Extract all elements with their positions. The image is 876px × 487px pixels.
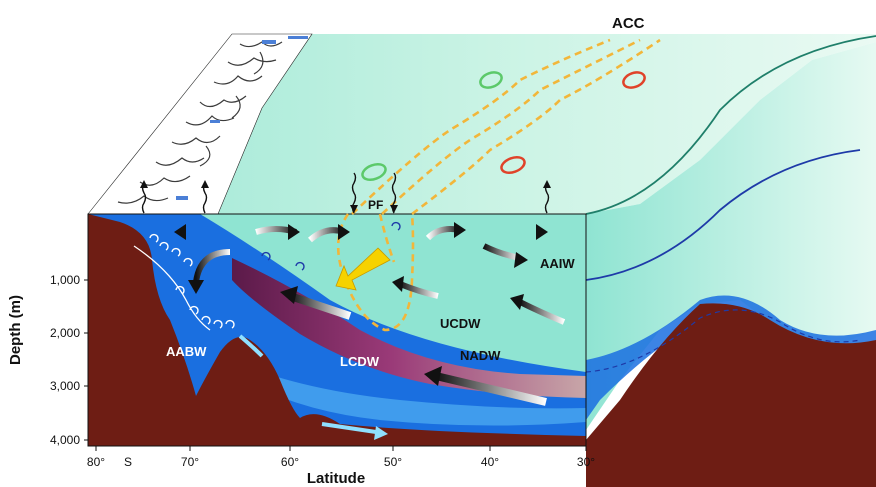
x-axis <box>95 446 587 451</box>
label-pf: PF <box>368 198 383 212</box>
x-tick-30: 30° <box>577 455 595 469</box>
polar-front-dashes <box>336 38 661 332</box>
y-tick-3000: 3,000 <box>50 379 80 393</box>
deep-flow-arrows <box>280 243 566 406</box>
eddy-red-upper <box>622 71 646 89</box>
flux-arrowheads <box>140 180 551 213</box>
light-deep-band <box>230 360 586 426</box>
y-tick-1000: 1,000 <box>50 273 80 287</box>
side-face-floor <box>586 303 876 487</box>
sinking-arrow <box>193 249 231 283</box>
y-axis <box>84 279 88 441</box>
aabw-white-line <box>133 245 211 331</box>
eddy-green-upper <box>479 71 503 89</box>
eddy-green-lower <box>361 162 387 182</box>
x-axis-title: Latitude <box>307 470 365 487</box>
x-tick-80: 80° <box>87 455 105 469</box>
teal-line <box>585 35 876 215</box>
eddy-red-lower <box>500 155 526 175</box>
x-tick-s: S <box>124 455 132 469</box>
label-aabw: AABW <box>166 344 207 359</box>
label-lcdw: LCDW <box>340 354 380 369</box>
label-aaiw: AAIW <box>540 256 575 271</box>
bottom-flow-arrows <box>238 334 388 440</box>
x-tick-60: 60° <box>281 455 299 469</box>
ice-blue-patches <box>176 36 308 200</box>
label-acc: ACC <box>612 15 645 32</box>
y-tick-2000: 2,000 <box>50 326 80 340</box>
x-tick-50: 50° <box>384 455 402 469</box>
ocean-surface <box>88 34 876 214</box>
front-frame <box>87 213 587 447</box>
sea-floor <box>88 214 586 446</box>
sinking-arrowhead <box>188 280 204 294</box>
yellow-upwelling-arrow <box>335 247 391 291</box>
label-nadw: NADW <box>460 348 501 363</box>
lcdw-nadw-band <box>232 258 586 398</box>
label-ucdw: UCDW <box>440 316 481 331</box>
convection-swirls <box>149 233 235 329</box>
navy-line <box>585 149 861 281</box>
ice-texture <box>117 41 283 204</box>
side-dashed-line <box>585 309 861 373</box>
surface-flow-arrows <box>174 222 548 243</box>
y-tick-4000: 4,000 <box>50 433 80 447</box>
x-tick-70: 70° <box>181 455 199 469</box>
x-tick-40: 40° <box>481 455 499 469</box>
y-axis-title: Depth (m) <box>7 295 24 365</box>
blue-swirls <box>261 221 401 271</box>
